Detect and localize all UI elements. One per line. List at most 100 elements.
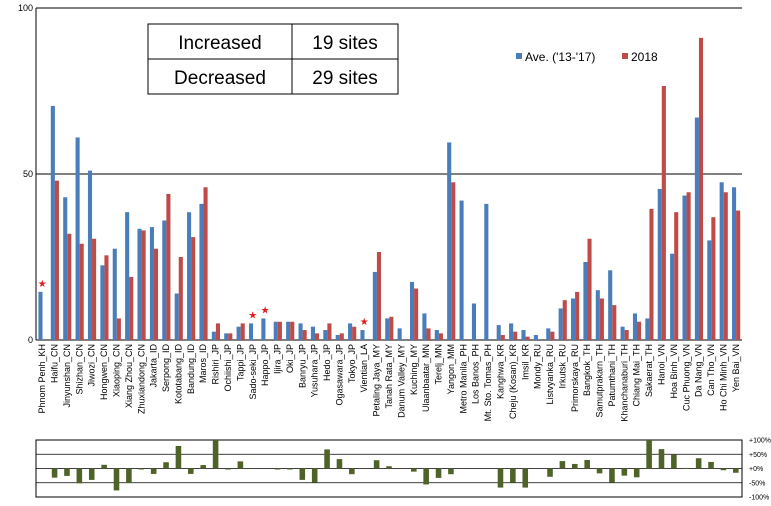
- category-label: Vientian_LA: [359, 344, 369, 392]
- legend-label-avg: Ave. ('13-'17): [525, 50, 595, 64]
- category-label: Kototabang_ID: [173, 343, 183, 404]
- category-label: Ogasawara_JP: [334, 344, 344, 406]
- bar-2018-48: [637, 321, 642, 340]
- change-bar-55: [720, 468, 727, 471]
- change-bar-20: [287, 468, 293, 470]
- bar-2018-12: [191, 237, 196, 340]
- bar-2018-53: [698, 37, 704, 340]
- change-y-tick-label: +0%: [749, 466, 763, 473]
- bar-2018-56: [736, 210, 741, 340]
- change-bar-3: [76, 468, 83, 484]
- change-bar-52: [683, 467, 690, 469]
- change-bar-16: [237, 461, 244, 469]
- legend: Ave. ('13-'17) 2018: [516, 50, 658, 64]
- bar-2018-54: [711, 217, 716, 340]
- bar-2018-2: [67, 233, 72, 340]
- bar-avg-24: [335, 335, 340, 340]
- category-label: Primorskaya_RU: [570, 344, 580, 412]
- change-bar-6: [113, 468, 120, 491]
- category-label: Danum Valley_MY: [396, 344, 406, 418]
- category-label: Phnom Penh_KH: [37, 344, 47, 414]
- bar-avg-27: [372, 271, 377, 340]
- change-bar-5: [101, 464, 107, 469]
- bar-avg-55: [719, 182, 724, 340]
- bar-2018-19: [277, 321, 282, 340]
- change-bar-25: [349, 468, 355, 475]
- category-label: Irkutsk_RU: [557, 344, 567, 389]
- bar-avg-26: [360, 330, 365, 340]
- bar-avg-40: [533, 335, 538, 340]
- bar-avg-14: [211, 331, 216, 340]
- change-bar-54: [708, 461, 714, 469]
- change-bar-46: [609, 468, 615, 483]
- bar-avg-3: [75, 137, 80, 340]
- summary-decreased-label: Decreased: [174, 68, 266, 89]
- bar-2018-7: [129, 276, 134, 340]
- category-label: Maros_ID: [198, 344, 208, 384]
- change-bar-44: [584, 459, 590, 469]
- category-label: Tappi_JP: [235, 344, 245, 381]
- bar-avg-6: [112, 248, 117, 340]
- change-bar-43: [572, 463, 578, 469]
- change-bar-9: [150, 468, 157, 474]
- bar-avg-45: [595, 290, 600, 340]
- bar-avg-53: [694, 117, 699, 340]
- category-label: Bangkok_TH: [582, 344, 592, 396]
- change-bar-19: [274, 468, 281, 470]
- category-label: Chiang Mai_TH: [632, 344, 642, 407]
- change-bar-32: [435, 468, 442, 478]
- bar-avg-56: [732, 187, 737, 340]
- bar-2018-44: [587, 238, 592, 340]
- category-label: Rishiri_JP: [211, 344, 221, 385]
- bar-avg-34: [459, 200, 464, 340]
- bar-2018-46: [612, 305, 617, 340]
- bar-avg-51: [670, 253, 675, 340]
- bar-2018-20: [290, 321, 295, 340]
- change-bar-42: [559, 461, 566, 469]
- bar-avg-15: [224, 333, 229, 340]
- bar-avg-42: [558, 308, 563, 340]
- legend-swatch-2018: [622, 53, 628, 59]
- bar-2018-10: [166, 193, 171, 340]
- category-label: Oki_JP: [285, 344, 295, 373]
- category-label: Hanoi_VN: [656, 344, 666, 385]
- bar-2018-3: [79, 243, 84, 340]
- bar-avg-36: [484, 203, 489, 340]
- bar-2018-27: [376, 252, 381, 340]
- bar-2018-14: [215, 323, 220, 340]
- bar-avg-31: [422, 313, 427, 340]
- category-label: Yusuhara_JP: [310, 344, 320, 398]
- significance-star: ★: [261, 305, 270, 316]
- change-bar-41: [547, 468, 553, 477]
- change-bar-4: [88, 468, 95, 480]
- category-label: Yen Bai_VN: [731, 344, 741, 392]
- bar-2018-39: [525, 336, 530, 340]
- bar-avg-47: [620, 326, 625, 340]
- change-bar-37: [497, 468, 504, 488]
- legend-swatch-avg: [516, 53, 522, 59]
- bar-avg-2: [63, 197, 68, 340]
- bar-2018-22: [314, 333, 320, 340]
- category-label: Metro Manila_PH: [458, 344, 468, 414]
- category-label: Petaling Jaya_MY: [372, 344, 382, 417]
- change-bar-51: [671, 454, 677, 469]
- category-label: Samutprakarn_TH: [595, 344, 605, 418]
- category-label: Cuc Phuong_VN: [681, 344, 691, 411]
- category-label: Yangon_MM: [446, 344, 456, 394]
- bar-avg-48: [632, 313, 638, 340]
- change-bar-31: [423, 468, 429, 485]
- summary-table: Increased 19 sites Decreased 29 sites: [147, 23, 399, 95]
- bar-2018-43: [575, 291, 580, 340]
- bar-avg-32: [434, 330, 439, 340]
- category-label: Da Nang_VN: [694, 344, 704, 397]
- change-bar-21: [299, 468, 306, 480]
- category-label: Tokyo_JP: [347, 344, 357, 383]
- change-bar-45: [596, 468, 603, 474]
- bar-avg-20: [286, 321, 291, 340]
- bar-2018-32: [438, 333, 443, 340]
- category-label: Hongwen_CN: [99, 344, 109, 400]
- change-bar-15: [225, 468, 231, 470]
- change-y-tick-label: -100%: [749, 495, 769, 502]
- bar-2018-49: [649, 208, 654, 340]
- bar-2018-52: [686, 192, 691, 340]
